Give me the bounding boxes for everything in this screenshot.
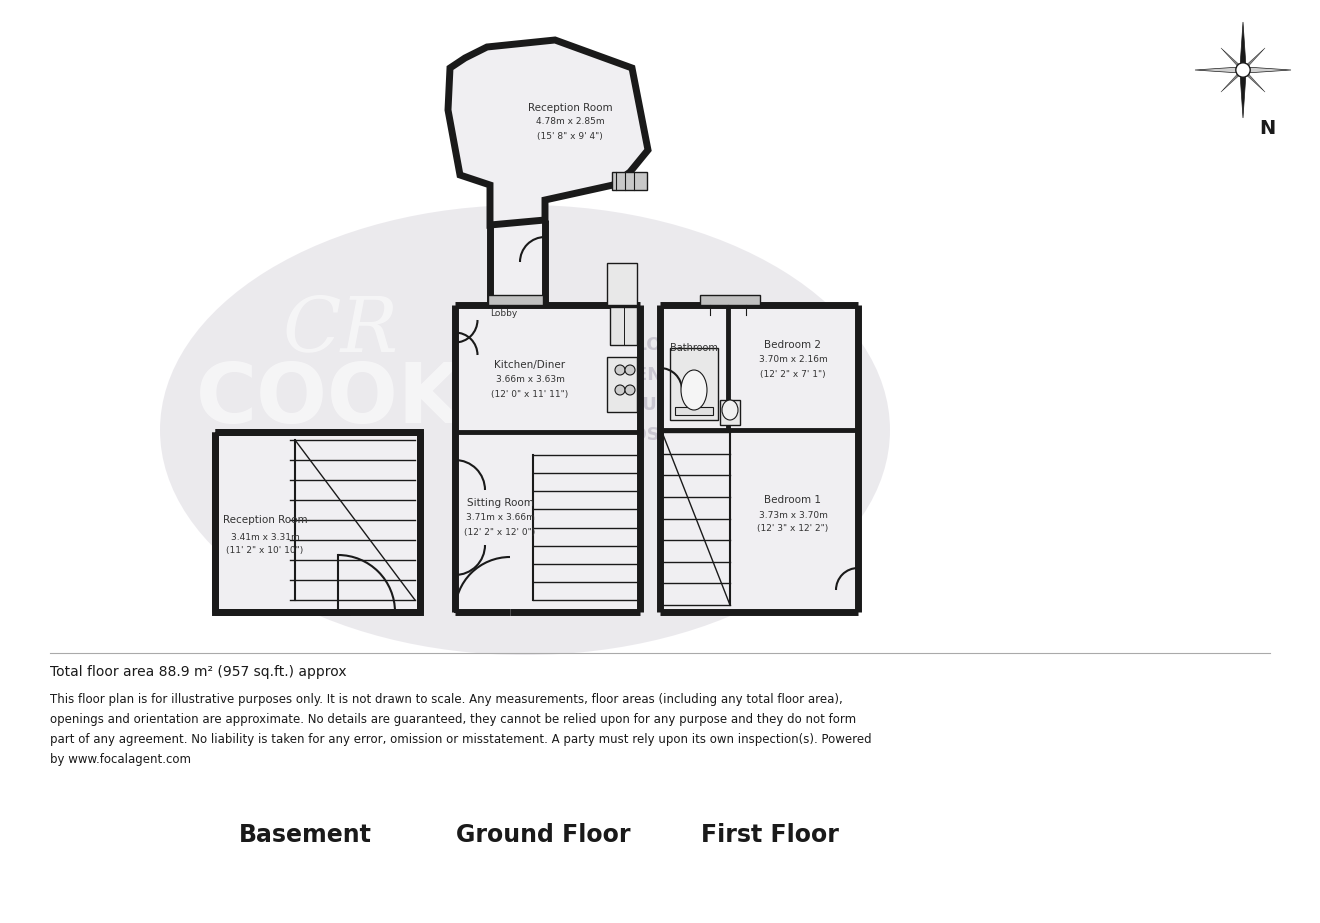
Text: 3.41m x 3.31m: 3.41m x 3.31m bbox=[231, 533, 300, 542]
Text: openings and orientation are approximate. No details are guaranteed, they cannot: openings and orientation are approximate… bbox=[50, 713, 857, 726]
Polygon shape bbox=[1221, 48, 1243, 70]
Text: 3.66m x 3.63m: 3.66m x 3.63m bbox=[495, 376, 565, 385]
Bar bbox=[671, 348, 718, 420]
Text: Sitting Room: Sitting Room bbox=[466, 498, 533, 508]
Polygon shape bbox=[447, 40, 648, 225]
Text: Kitchen/Diner: Kitchen/Diner bbox=[495, 360, 565, 370]
Polygon shape bbox=[1243, 67, 1291, 73]
Bar bbox=[612, 172, 647, 190]
Text: 3.70m x 2.16m: 3.70m x 2.16m bbox=[759, 355, 828, 365]
Bar bbox=[700, 295, 760, 305]
Bar bbox=[607, 263, 638, 305]
Bar bbox=[215, 432, 420, 612]
Ellipse shape bbox=[160, 205, 890, 655]
Text: 3.71m x 3.66m: 3.71m x 3.66m bbox=[466, 513, 535, 522]
Text: (15' 8" x 9' 4"): (15' 8" x 9' 4") bbox=[537, 131, 603, 140]
Text: Total floor area 88.9 m² (957 sq.ft.) approx: Total floor area 88.9 m² (957 sq.ft.) ap… bbox=[50, 665, 347, 679]
Polygon shape bbox=[1243, 48, 1265, 70]
Text: part of any agreement. No liability is taken for any error, omission or misstate: part of any agreement. No liability is t… bbox=[50, 734, 871, 747]
Ellipse shape bbox=[681, 370, 708, 410]
Text: Bedroom 2: Bedroom 2 bbox=[764, 340, 821, 350]
Text: Reception Room: Reception Room bbox=[223, 515, 308, 525]
Text: This floor plan is for illustrative purposes only. It is not drawn to scale. Any: This floor plan is for illustrative purp… bbox=[50, 693, 842, 706]
Text: (12' 2" x 7' 1"): (12' 2" x 7' 1") bbox=[760, 369, 826, 378]
Text: 4.78m x 2.85m: 4.78m x 2.85m bbox=[536, 117, 605, 126]
Bar bbox=[488, 295, 543, 305]
Text: (12' 0" x 11' 11"): (12' 0" x 11' 11") bbox=[491, 390, 569, 399]
Text: First Floor: First Floor bbox=[701, 823, 840, 847]
Text: COOK: COOK bbox=[197, 359, 463, 440]
Text: FOR ILLUSTRATIVE: FOR ILLUSTRATIVE bbox=[566, 396, 754, 414]
Text: HAS BEEN CREATED: HAS BEEN CREATED bbox=[561, 366, 759, 384]
Text: Bedroom 1: Bedroom 1 bbox=[764, 495, 821, 505]
Text: N: N bbox=[1259, 118, 1275, 138]
Ellipse shape bbox=[722, 400, 738, 420]
Text: Ground Floor: Ground Floor bbox=[455, 823, 630, 847]
Circle shape bbox=[615, 365, 624, 375]
Text: CR: CR bbox=[282, 293, 399, 367]
Polygon shape bbox=[1241, 70, 1246, 118]
Polygon shape bbox=[1241, 22, 1246, 70]
Bar bbox=[455, 305, 640, 612]
Circle shape bbox=[615, 385, 624, 395]
Bar bbox=[719, 400, 741, 425]
Text: 3.73m x 3.70m: 3.73m x 3.70m bbox=[759, 510, 828, 520]
Text: PURPOSES ONLY: PURPOSES ONLY bbox=[577, 426, 743, 444]
Polygon shape bbox=[490, 220, 545, 305]
Bar bbox=[610, 307, 624, 345]
Circle shape bbox=[624, 365, 635, 375]
Text: (12' 3" x 12' 2"): (12' 3" x 12' 2") bbox=[758, 524, 829, 533]
Bar bbox=[610, 307, 638, 345]
Text: Bathroom: Bathroom bbox=[671, 343, 718, 353]
Text: (12' 2" x 12' 0"): (12' 2" x 12' 0") bbox=[465, 528, 536, 536]
Bar bbox=[675, 407, 713, 415]
Bar bbox=[215, 432, 420, 612]
Circle shape bbox=[1236, 63, 1250, 78]
Circle shape bbox=[624, 385, 635, 395]
Polygon shape bbox=[1221, 70, 1243, 92]
Text: (11' 2" x 10' 10"): (11' 2" x 10' 10") bbox=[226, 546, 304, 556]
Bar bbox=[660, 305, 858, 612]
Text: by www.focalagent.com: by www.focalagent.com bbox=[50, 753, 191, 766]
Text: THIS FLOOR PLAN: THIS FLOOR PLAN bbox=[570, 336, 750, 354]
Text: Residential: Residential bbox=[246, 440, 414, 470]
Text: Basement: Basement bbox=[239, 823, 371, 847]
Text: Lobby: Lobby bbox=[490, 308, 517, 318]
Polygon shape bbox=[1195, 67, 1243, 73]
Text: Reception Room: Reception Room bbox=[528, 103, 612, 113]
Polygon shape bbox=[1243, 70, 1265, 92]
Bar bbox=[607, 357, 638, 412]
